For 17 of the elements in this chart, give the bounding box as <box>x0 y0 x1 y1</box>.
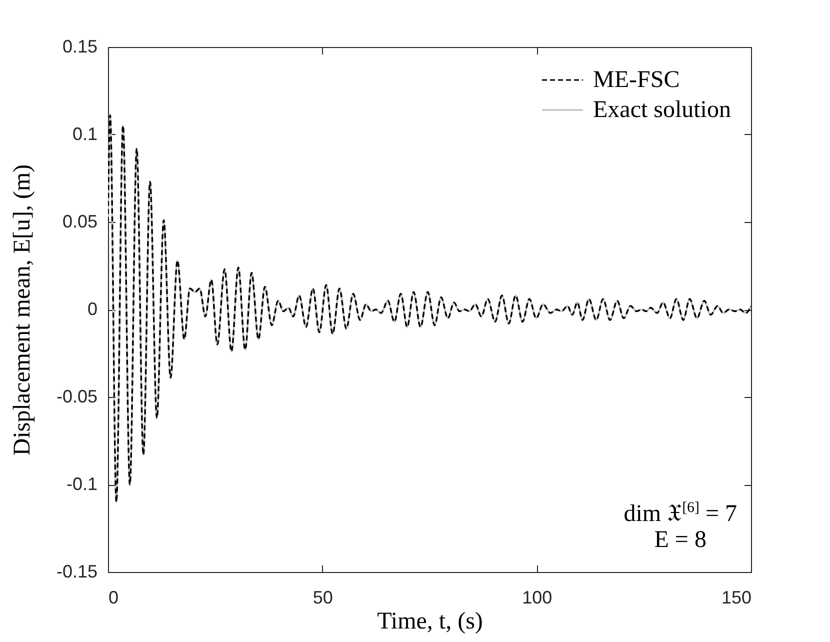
x-tick-label: 0 <box>108 588 119 608</box>
y-axis-title: Displacement mean, E[u], (m) <box>9 164 36 456</box>
y-tick-label: -0.1 <box>66 474 98 494</box>
y-tick-label: 0 <box>87 299 98 319</box>
y-tick-label: -0.15 <box>56 562 98 582</box>
x-tick-label: 150 <box>721 588 752 608</box>
legend-label: Exact solution <box>593 97 731 123</box>
legend-label: ME-FSC <box>593 67 680 93</box>
y-tick-label: 0.1 <box>72 124 98 144</box>
x-tick-label: 50 <box>312 588 333 608</box>
x-tick-label: 100 <box>522 588 552 608</box>
y-tick-label: -0.05 <box>56 386 98 406</box>
y-tick-label: 0.15 <box>62 36 98 56</box>
annotation: E = 8 <box>653 527 708 554</box>
x-axis-title: Time, t, (s) <box>377 608 483 634</box>
annotation: dim 𝔛$^{[6]}$ = 7 <box>624 500 737 528</box>
y-tick-label: 0.05 <box>62 212 98 232</box>
